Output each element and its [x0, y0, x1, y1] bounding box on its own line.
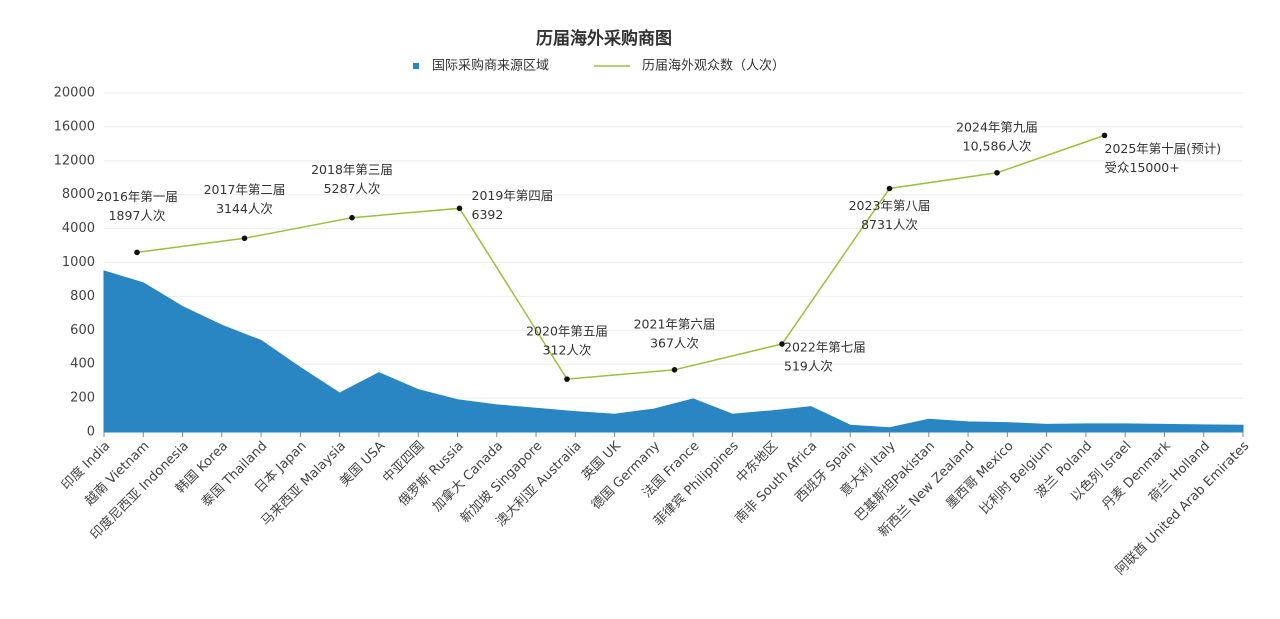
- y-tick-label: 20000: [54, 86, 95, 101]
- legend-swatch: [413, 63, 419, 69]
- point-label: 519人次: [784, 359, 833, 374]
- y-tick-label: 800: [70, 289, 95, 304]
- x-tick-label: 德国 Germany: [589, 438, 663, 512]
- y-tick-label: 16000: [54, 119, 95, 134]
- line: [136, 134, 1105, 380]
- point-label: 1897人次: [109, 208, 166, 223]
- point-label: 2022年第七届: [784, 340, 866, 355]
- point-label: 6392: [472, 207, 504, 222]
- point: [1101, 132, 1108, 139]
- point-label: 367人次: [650, 335, 699, 350]
- y-tick-label: 600: [70, 323, 95, 338]
- point-label: 2017年第二届: [204, 182, 286, 197]
- y-tick-label: 4000: [62, 221, 95, 236]
- y-tick-label: 12000: [54, 153, 95, 168]
- y-tick-label: 8000: [62, 187, 95, 202]
- legend-label: 历届海外观众数（人次）: [642, 58, 785, 74]
- point-label: 2021年第六届: [634, 316, 716, 331]
- point-label: 2025年第十届(预计): [1105, 141, 1222, 156]
- point: [779, 341, 785, 347]
- point-label: 3144人次: [216, 201, 273, 216]
- point: [241, 235, 248, 242]
- point-label: 2018年第三届: [311, 162, 393, 177]
- x-tick-label: 丹麦 Denmark: [1100, 438, 1174, 512]
- point-label: 2024年第九届: [956, 119, 1038, 134]
- point-label: 2019年第四届: [472, 188, 554, 203]
- point: [994, 169, 1000, 176]
- point-label: 10,586人次: [963, 138, 1032, 153]
- y-tick-label: 400: [70, 357, 95, 372]
- area: [103, 270, 1244, 433]
- point: [134, 249, 140, 256]
- point-label: 2023年第八届: [849, 198, 931, 213]
- point: [886, 185, 893, 192]
- point: [564, 376, 570, 382]
- chart-title: 历届海外采购商图: [536, 28, 672, 49]
- point-label: 312人次: [543, 343, 592, 358]
- point-label: 5287人次: [324, 181, 381, 196]
- y-tick-label: 1000: [62, 255, 95, 270]
- y-tick-label: 0: [87, 425, 95, 440]
- x-tick-label: 加拿大 Canada: [429, 438, 506, 515]
- point-label: 2020年第五届: [526, 324, 608, 339]
- point: [349, 214, 355, 221]
- point: [671, 366, 678, 373]
- legend-label: 国际采购商来源区域: [432, 58, 549, 74]
- point-label: 受众15000+: [1105, 160, 1180, 175]
- y-tick-label: 200: [70, 391, 95, 406]
- point: [456, 205, 463, 212]
- point-label: 2016年第一届: [96, 189, 178, 204]
- point-label: 8731人次: [861, 217, 918, 232]
